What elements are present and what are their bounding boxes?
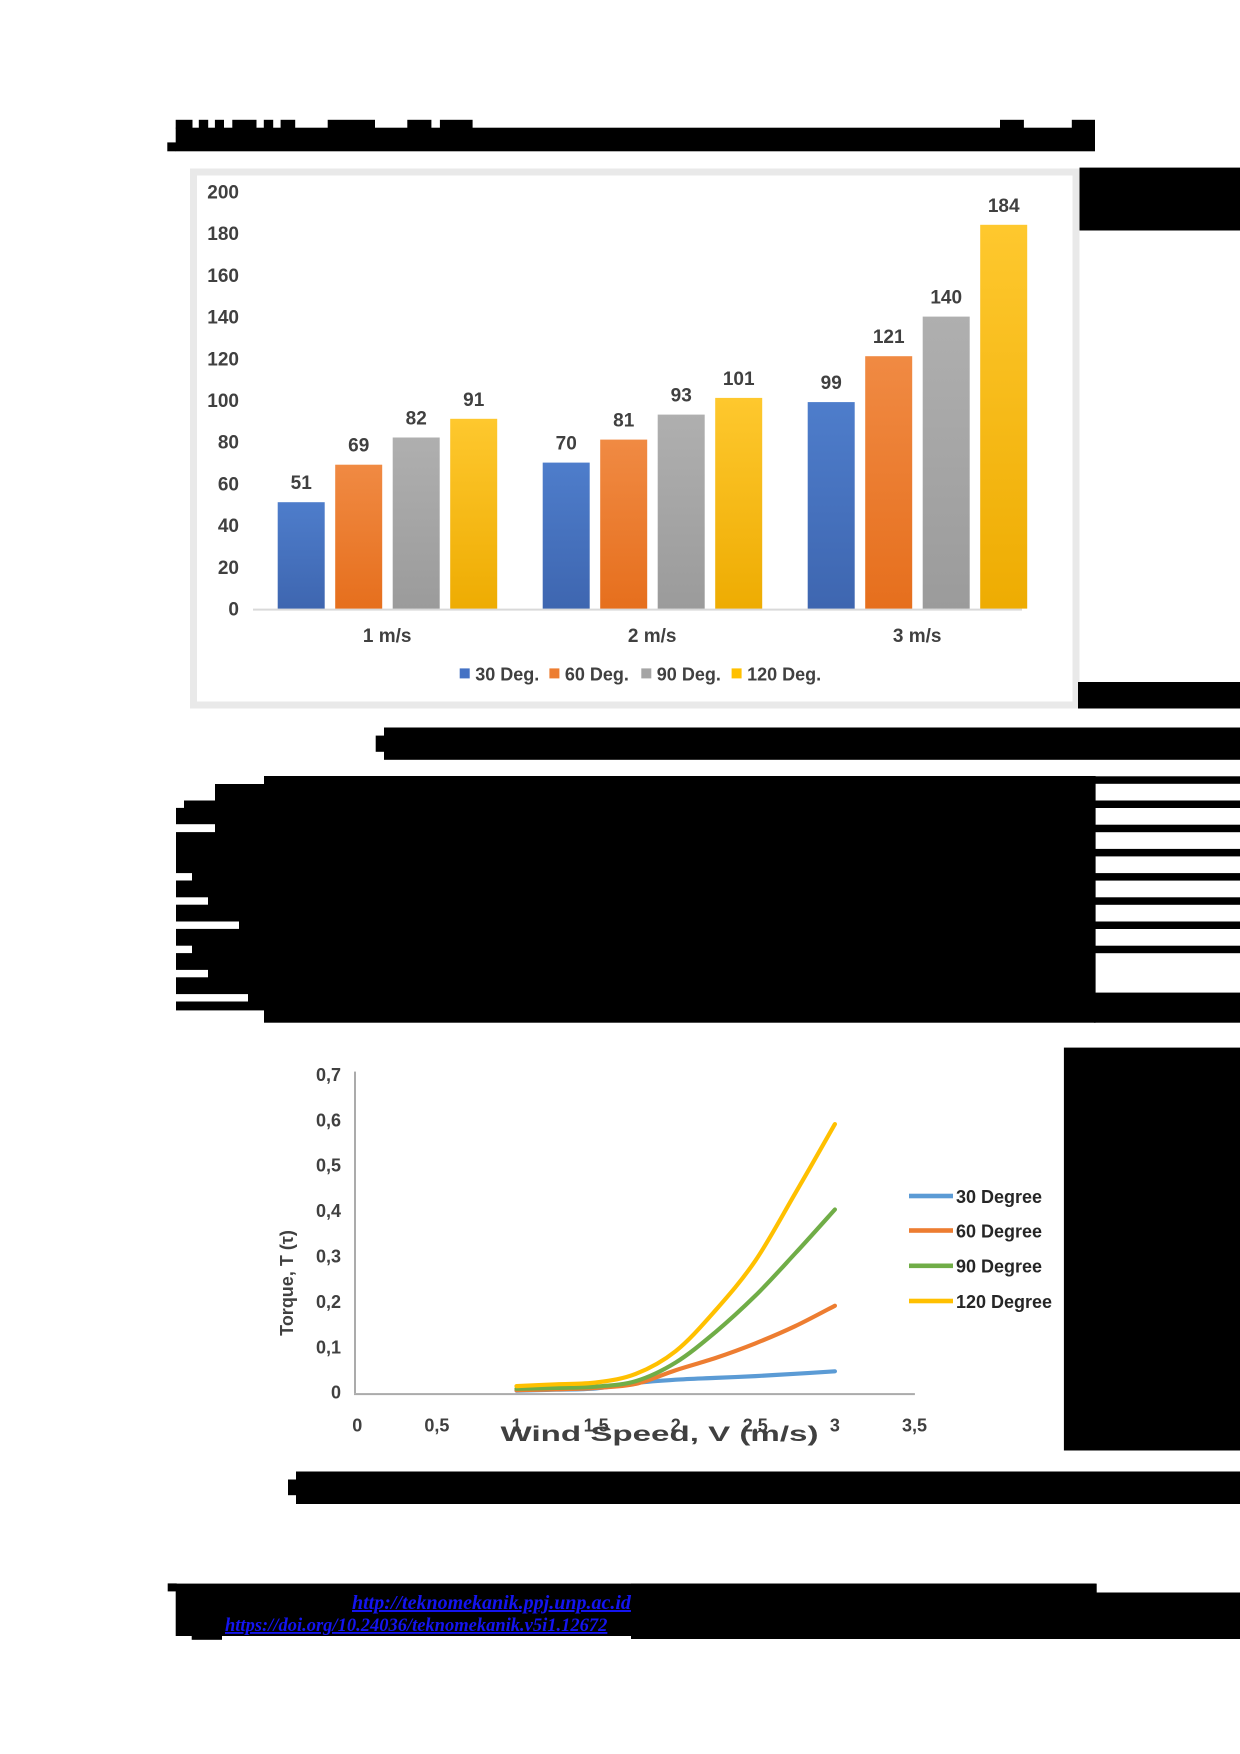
svg-text:3: 3 [830, 1416, 840, 1436]
svg-text:69: 69 [348, 436, 369, 457]
svg-text:180: 180 [207, 224, 239, 245]
svg-text:1: 1 [511, 1416, 521, 1436]
svg-text:120 Deg.: 120 Deg. [747, 665, 821, 685]
svg-text:90 Deg.: 90 Deg. [657, 665, 721, 685]
svg-text:2 m/s: 2 m/s [628, 626, 677, 647]
svg-text:140: 140 [930, 288, 962, 309]
svg-text:90 Degree: 90 Degree [956, 1257, 1042, 1277]
svg-text:121: 121 [873, 327, 905, 348]
svg-text:91: 91 [463, 390, 485, 411]
svg-text:1,5: 1,5 [584, 1416, 609, 1436]
svg-text:0: 0 [331, 1383, 341, 1403]
svg-text:http://teknomekanik.ppj.unp.ac: http://teknomekanik.ppj.unp.ac.id [352, 1592, 632, 1614]
svg-text:60 Deg.: 60 Deg. [565, 665, 629, 685]
svg-text:120 Degree: 120 Degree [956, 1292, 1052, 1312]
svg-text:2: 2 [671, 1416, 681, 1436]
svg-text:60 Degree: 60 Degree [956, 1221, 1042, 1241]
svg-text:0: 0 [352, 1416, 362, 1436]
svg-text:0,3: 0,3 [316, 1247, 341, 1267]
svg-text:0: 0 [228, 600, 239, 621]
svg-text:70: 70 [556, 434, 577, 455]
svg-text:140: 140 [207, 308, 239, 329]
svg-text:0,5: 0,5 [316, 1156, 341, 1176]
svg-text:Torque, T (τ): Torque, T (τ) [277, 1230, 297, 1336]
svg-text:51: 51 [291, 473, 313, 494]
svg-text:82: 82 [406, 409, 427, 430]
svg-text:20: 20 [218, 558, 239, 579]
svg-text:0,7: 0,7 [316, 1065, 341, 1085]
svg-text:0,4: 0,4 [316, 1201, 341, 1221]
svg-text:0,5: 0,5 [424, 1416, 449, 1436]
svg-text:60: 60 [218, 474, 239, 495]
svg-text:30 Deg.: 30 Deg. [475, 665, 539, 685]
svg-text:120: 120 [207, 349, 239, 370]
svg-text:0,6: 0,6 [316, 1110, 341, 1130]
svg-text:160: 160 [207, 266, 239, 287]
svg-text:3,5: 3,5 [902, 1416, 927, 1436]
svg-text:100: 100 [207, 391, 239, 412]
svg-text:81: 81 [613, 411, 635, 432]
svg-text:80: 80 [218, 433, 239, 454]
svg-text:40: 40 [218, 516, 239, 537]
svg-text:Wind Speed, V (m/s): Wind Speed, V (m/s) [501, 1423, 819, 1446]
svg-text:93: 93 [671, 386, 692, 407]
svg-text:0,1: 0,1 [316, 1337, 341, 1357]
svg-text:3 m/s: 3 m/s [893, 626, 942, 647]
svg-text:184: 184 [988, 196, 1020, 217]
svg-text:200: 200 [207, 182, 239, 203]
svg-text:99: 99 [821, 373, 842, 394]
svg-text:101: 101 [723, 369, 755, 390]
svg-text:0,2: 0,2 [316, 1292, 341, 1312]
svg-text:2,5: 2,5 [743, 1416, 768, 1436]
svg-text:30 Degree: 30 Degree [956, 1187, 1042, 1207]
svg-text:https://doi.org/10.24036/tekno: https://doi.org/10.24036/teknomekanik.v5… [225, 1616, 607, 1636]
svg-text:1 m/s: 1 m/s [363, 626, 412, 647]
